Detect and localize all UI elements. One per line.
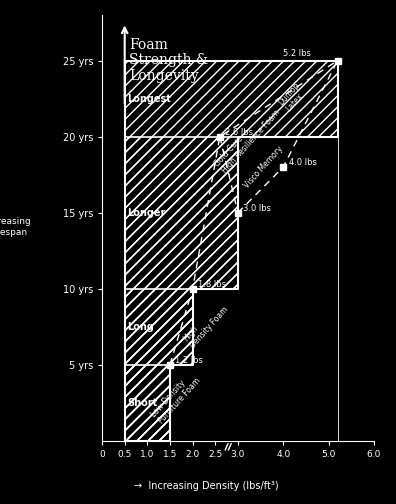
Text: High
Density Foam: High Density Foam <box>181 298 230 349</box>
Text: 4.0 lbs: 4.0 lbs <box>289 158 316 167</box>
Text: 1.2 lbs: 1.2 lbs <box>175 356 203 365</box>
Text: 3.0 lbs: 3.0 lbs <box>244 204 271 213</box>
Text: Longest: Longest <box>127 94 171 104</box>
Bar <box>125 289 192 440</box>
Bar <box>238 137 337 440</box>
Text: Visco Memory: Visco Memory <box>242 144 285 190</box>
Text: Longer: Longer <box>127 208 166 218</box>
Text: Long: Long <box>127 322 154 332</box>
Bar <box>125 60 337 440</box>
Text: Short: Short <box>127 398 157 408</box>
Text: Gold Cure
High Resilience Foam: Gold Cure High Resilience Foam <box>213 101 282 175</box>
Text: 5.2 lbs: 5.2 lbs <box>283 48 311 57</box>
Bar <box>125 60 337 440</box>
Bar <box>125 289 192 440</box>
Bar <box>125 365 170 440</box>
Bar <box>192 289 238 440</box>
Bar <box>170 365 192 440</box>
Text: Dunlop
Latex: Dunlop Latex <box>276 81 308 114</box>
Bar <box>125 137 238 440</box>
Text: Increasing
Lifespan: Increasing Lifespan <box>0 217 31 237</box>
Text: →  Increasing Density (lbs/ft³): → Increasing Density (lbs/ft³) <box>133 481 278 491</box>
Text: Low Density
Furniture Foam: Low Density Furniture Foam <box>150 370 202 425</box>
Bar <box>125 137 238 440</box>
Text: Foam
Strength &
Longevity: Foam Strength & Longevity <box>129 38 208 83</box>
Text: 2.6 lbs: 2.6 lbs <box>225 128 253 137</box>
Bar <box>125 365 170 440</box>
Text: 1.8 lbs: 1.8 lbs <box>198 280 226 289</box>
